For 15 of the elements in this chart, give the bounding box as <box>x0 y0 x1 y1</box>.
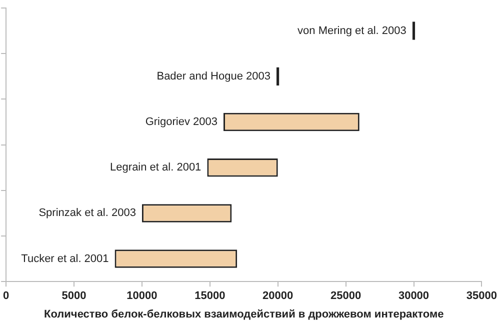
y-tick-label: von Mering et al. 2003 <box>298 24 406 37</box>
x-axis-title: Количество белок-белковых взаимодействий в дрожжевом интерактоме <box>44 308 444 320</box>
y-tick-label: Legrain et al. 2001 <box>110 162 202 174</box>
y-tick-label: Bader and Hogue 2003 <box>156 70 270 82</box>
x-tick-label: 5000 <box>62 290 86 302</box>
x-tick-label: 15000 <box>194 290 226 302</box>
y-tick-label: Grigoriev 2003 <box>145 116 218 128</box>
x-tick-label: 20000 <box>262 290 294 302</box>
x-tick-label: 0 <box>2 290 10 302</box>
x-tick-label: 30000 <box>398 290 430 302</box>
x-tick-label: 25000 <box>330 290 362 302</box>
y-tick-label: Sprinzak et al. 2003 <box>38 207 136 220</box>
y-tick-label: Tucker et al. 2001 <box>21 252 109 265</box>
x-tick-label: 35000 <box>466 290 498 302</box>
x-tick-label: 10000 <box>126 290 158 302</box>
